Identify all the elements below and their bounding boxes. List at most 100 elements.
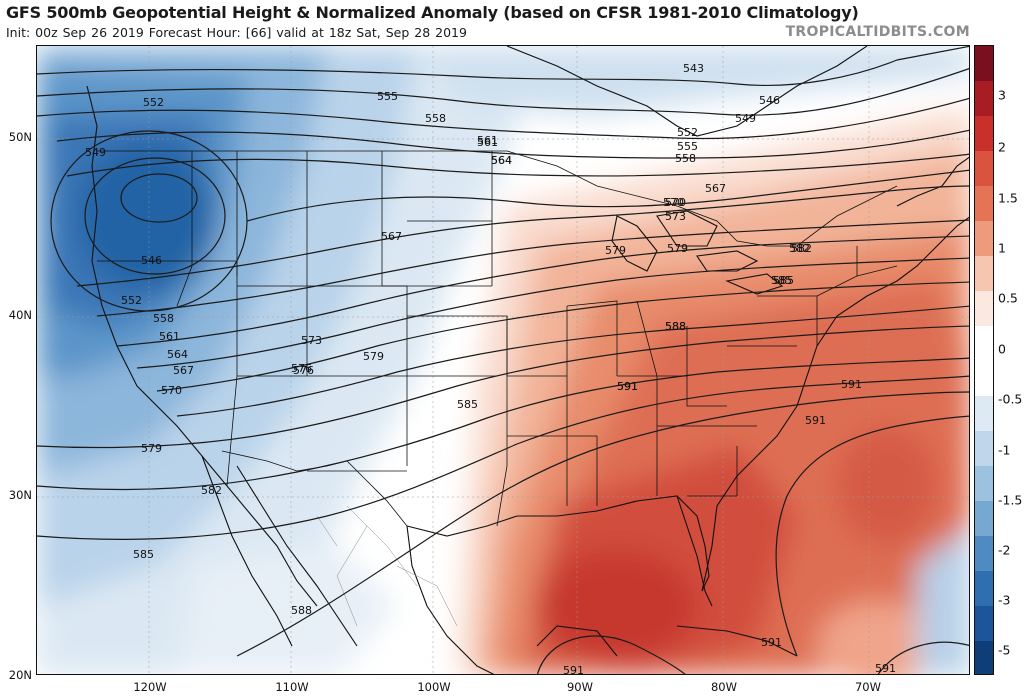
colorbar-label: -0.5 <box>998 391 1023 407</box>
contour-label: 591 <box>617 380 638 393</box>
contour-label: 558 <box>425 112 446 125</box>
contour-label: 591 <box>617 380 638 393</box>
contour-label: 573 <box>301 334 322 347</box>
political-borders <box>97 150 898 527</box>
lat-label: 20N <box>8 668 32 682</box>
map-subtitle: Init: 00z Sep 26 2019 Forecast Hour: [66… <box>6 25 467 40</box>
colorbar-segment <box>975 536 993 571</box>
contour-label: 546 <box>141 254 162 267</box>
colorbar-segment <box>975 256 993 291</box>
lat-label: 50N <box>8 130 32 144</box>
lon-label: 70W <box>854 680 882 694</box>
contour-label: 561 <box>477 134 498 147</box>
contour-label: 591 <box>805 414 826 427</box>
contour-label: 561 <box>477 136 498 149</box>
map-title: GFS 500mb Geopotential Height & Normaliz… <box>6 3 859 22</box>
contour-label: 588 <box>665 320 686 333</box>
colorbar-segment <box>975 606 993 641</box>
colorbar-label: 3 <box>998 87 1006 103</box>
lat-label: 30N <box>8 488 32 502</box>
contour-label: 588 <box>665 320 686 333</box>
contour-label: 591 <box>761 636 782 649</box>
contour-label: 564 <box>167 348 188 361</box>
colorbar-label: 1.5 <box>998 190 1018 206</box>
colorbar-segment <box>975 151 993 186</box>
contour-label: 573 <box>665 210 686 223</box>
contour-label: 558 <box>675 152 696 165</box>
lon-label: 80W <box>710 680 738 694</box>
contour-label: 549 <box>85 146 106 159</box>
colorbar-label: -1 <box>998 442 1011 458</box>
lon-label: 90W <box>566 680 594 694</box>
colorbar-segment <box>975 501 993 536</box>
colorbar-segment <box>975 81 993 116</box>
colorbar-segment <box>975 291 993 326</box>
contour-label: 579 <box>363 350 384 363</box>
colorbar-label: 2 <box>998 139 1006 155</box>
contour-labels: 543 546 549 552 555 558 561 564 567 570 … <box>85 62 896 675</box>
contour-label: 567 <box>381 230 402 243</box>
contour-label: 552 <box>677 126 698 139</box>
lon-label: 100W <box>417 680 451 694</box>
contour-label: 558 <box>153 312 174 325</box>
lon-label: 120W <box>133 680 167 694</box>
colorbar-segment <box>975 396 993 431</box>
contour-label: 585 <box>773 274 794 287</box>
contour-label: 582 <box>201 484 222 497</box>
contour-label: 561 <box>159 330 180 343</box>
colorbar-segment <box>975 46 993 81</box>
lat-label: 40N <box>8 308 32 322</box>
colorbar-label: 1 <box>998 240 1006 256</box>
contour-label: 591 <box>875 662 896 675</box>
colorbar-label: 0.5 <box>998 290 1018 306</box>
contour-label: 552 <box>121 294 142 307</box>
colorbar-segment <box>975 361 993 396</box>
contour-label: 570 <box>665 196 686 209</box>
contour-label: 576 <box>293 364 314 377</box>
contour-label: 591 <box>841 378 862 391</box>
contour-label: 579 <box>605 244 626 257</box>
colorbar-segment <box>975 221 993 256</box>
contour-label: 570 <box>663 196 684 209</box>
contour-label: 552 <box>143 96 164 109</box>
map-canvas: 543 546 549 552 555 558 561 564 567 570 … <box>37 46 969 675</box>
contour-label: 567 <box>173 364 194 377</box>
contour-label: 549 <box>735 112 756 125</box>
map-panel: 543 546 549 552 555 558 561 564 567 570 … <box>36 45 970 675</box>
contour-label: 570 <box>161 384 182 397</box>
contour-label: 555 <box>377 90 398 103</box>
height-contours <box>37 46 969 674</box>
colorbar-label: -3 <box>998 592 1011 608</box>
colorbar-segment <box>975 466 993 501</box>
colorbar-segment <box>975 326 993 361</box>
contour-label: 588 <box>291 604 312 617</box>
colorbar-label: -5 <box>998 642 1011 658</box>
colorbar-segment <box>975 186 993 221</box>
contour-label: 576 <box>291 362 312 375</box>
contour-label: 582 <box>791 242 812 255</box>
lon-label: 110W <box>275 680 309 694</box>
contour-label: 546 <box>759 94 780 107</box>
contour-label: 543 <box>683 62 704 75</box>
contour-label: 564 <box>491 154 512 167</box>
colorbar-label: -1.5 <box>998 492 1023 508</box>
colorbar-segment <box>975 116 993 151</box>
colorbar-segment <box>975 571 993 606</box>
anomaly-shading <box>37 46 969 674</box>
contour-label: 579 <box>667 242 688 255</box>
colorbar-label: -2 <box>998 542 1011 558</box>
contour-label: 585 <box>133 548 154 561</box>
contour-label: 564 <box>491 154 512 167</box>
colorbar-segment <box>975 641 993 674</box>
contour-label: 591 <box>563 664 584 675</box>
colorbar-segment <box>975 431 993 466</box>
mexico-state-lines <box>316 505 458 627</box>
contour-label: 582 <box>789 242 810 255</box>
contour-label: 585 <box>457 398 478 411</box>
contour-label: 585 <box>771 274 792 287</box>
colorbar-label: 0 <box>998 341 1006 357</box>
contour-label: 555 <box>677 140 698 153</box>
site-credit: TROPICALTIDBITS.COM <box>785 24 970 40</box>
contour-label: 567 <box>705 182 726 195</box>
anomaly-colorbar <box>974 45 994 675</box>
